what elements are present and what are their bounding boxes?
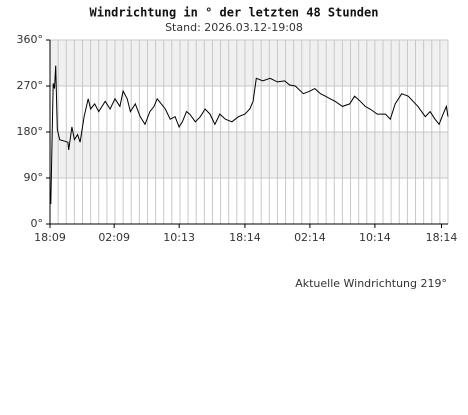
y-tick-label: 180° — [17, 125, 44, 138]
chart-subtitle: Stand: 2026.03.12-19:08 — [165, 21, 303, 34]
x-tick-label: 10:14 — [359, 231, 391, 244]
x-tick-label: 02:09 — [98, 231, 130, 244]
chart-title: Windrichtung in ° der letzten 48 Stunden — [90, 6, 379, 20]
band — [50, 40, 448, 86]
y-tick-label: 270° — [17, 79, 44, 92]
annotation: Aktuelle Windrichtung 219° — [295, 277, 447, 290]
y-tick-label: 90° — [24, 171, 44, 184]
x-tick-label: 18:14 — [229, 231, 261, 244]
y-tick-label: 360° — [17, 33, 44, 46]
x-tick-label: 18:14 — [426, 231, 458, 244]
data-line — [50, 65, 449, 205]
y-tick-label: 0° — [31, 217, 44, 230]
x-tick-label: 10:13 — [163, 231, 195, 244]
band — [50, 132, 448, 178]
x-tick-label: 18:09 — [34, 231, 66, 244]
x-tick-label: 02:14 — [294, 231, 326, 244]
